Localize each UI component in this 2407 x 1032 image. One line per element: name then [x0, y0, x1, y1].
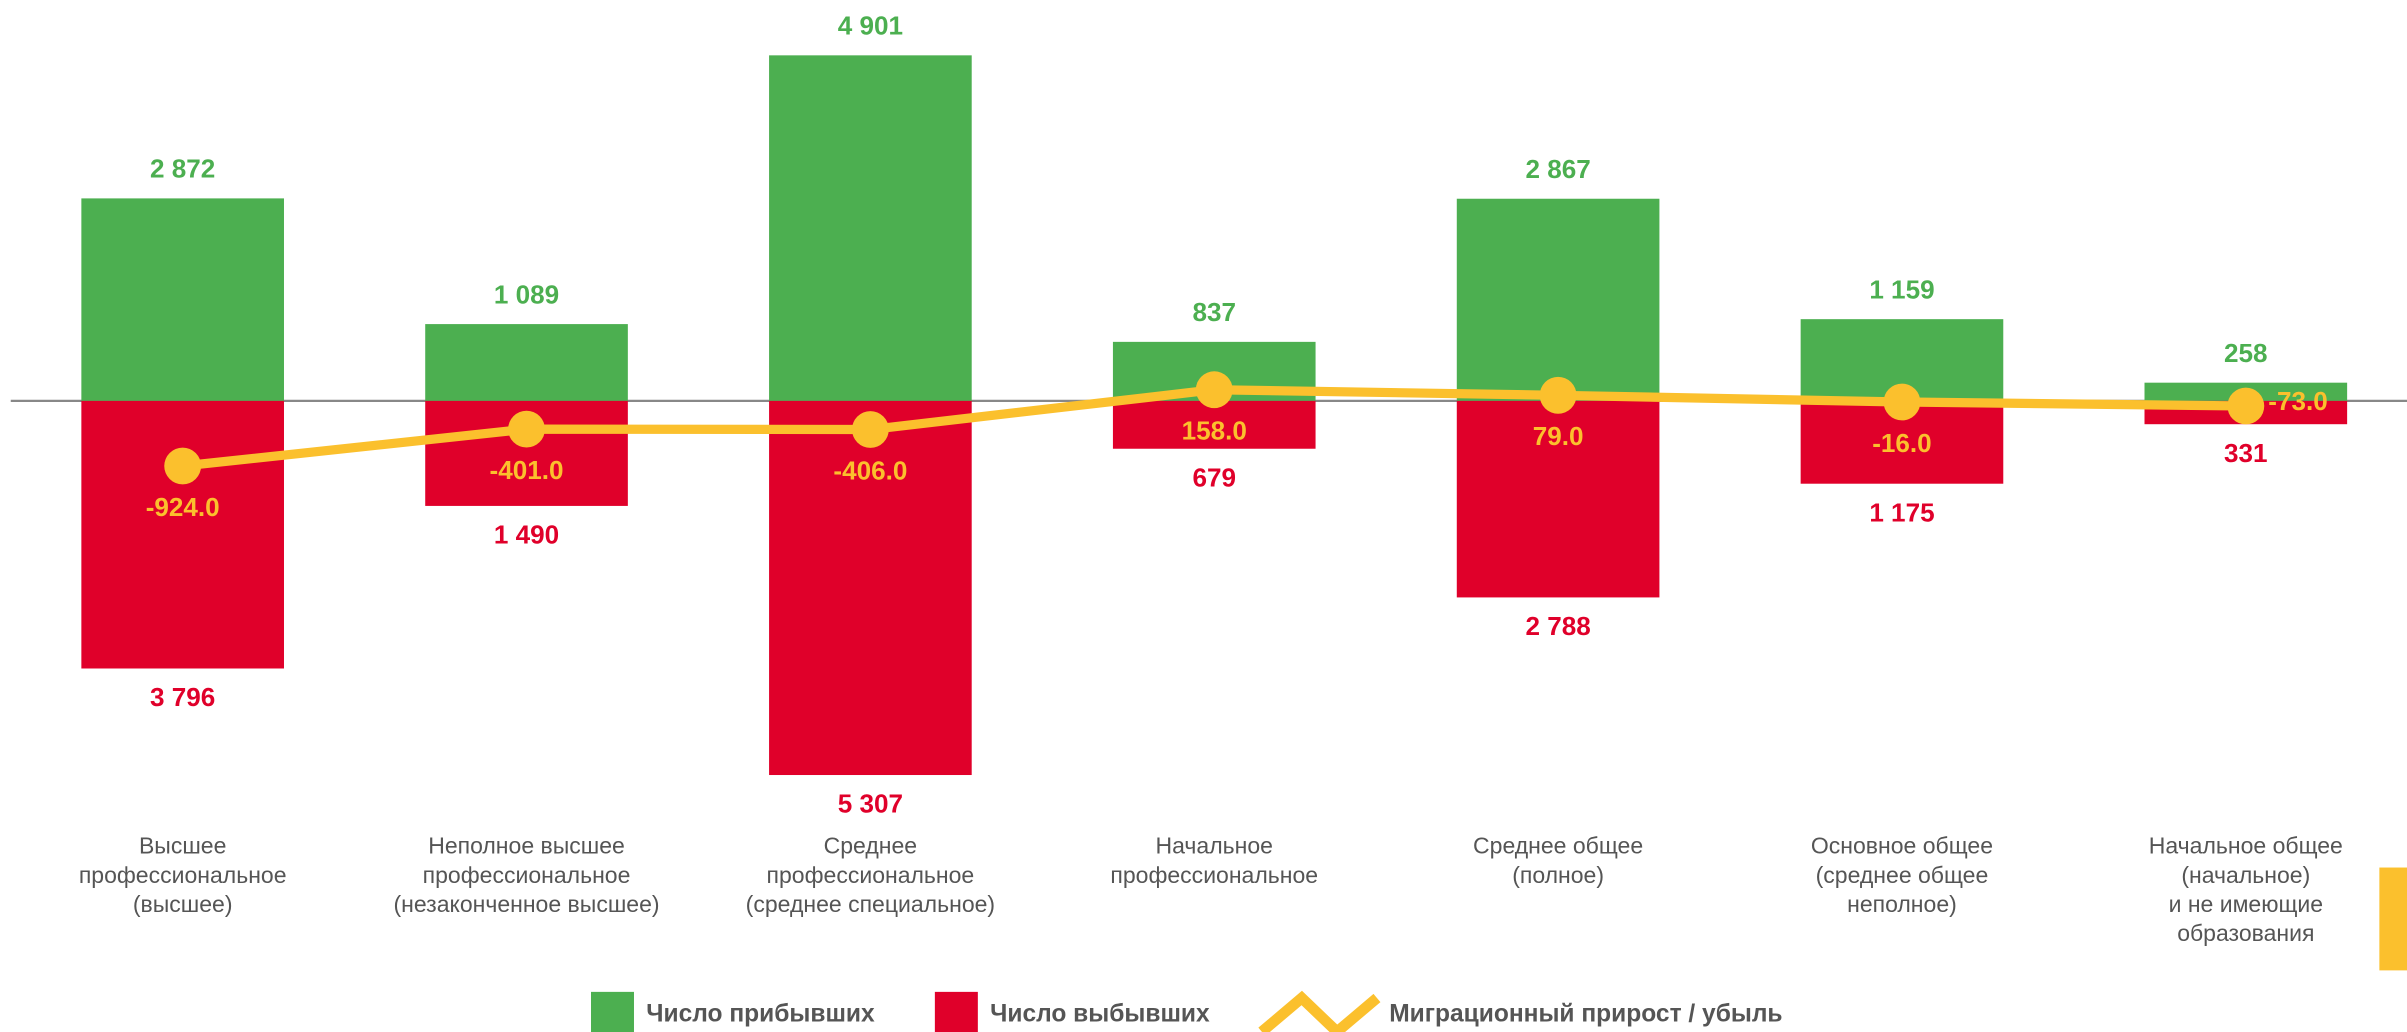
value-label: 4 901	[838, 11, 903, 41]
x-tick-label: Среднее общее	[1473, 833, 1643, 859]
value-label: -16.0	[1872, 428, 1931, 458]
decoration	[2379, 867, 2407, 971]
x-tick-label: Среднее	[824, 833, 917, 859]
value-label: 1 490	[494, 520, 559, 550]
x-tick-label: Неполное высшее	[428, 833, 625, 859]
x-tick-label: профессиональное	[423, 862, 631, 888]
value-label: 1 089	[494, 279, 559, 309]
value-label: 2 867	[1525, 154, 1590, 184]
value-label: 79.0	[1533, 421, 1584, 451]
bar	[769, 55, 972, 401]
bar	[769, 400, 972, 776]
x-tick-label: профессиональное	[1110, 862, 1318, 888]
line-point	[1883, 383, 1921, 421]
value-label: 2 788	[1525, 611, 1590, 641]
x-tick-label: неполное)	[1847, 891, 1957, 917]
x-tick-label: (незаконченное высшее)	[393, 891, 659, 917]
line-point	[164, 447, 202, 485]
value-label: -406.0	[833, 455, 907, 485]
value-label: 5 307	[838, 789, 903, 819]
line-point	[851, 411, 889, 448]
bar	[1112, 400, 1316, 449]
value-label: 158.0	[1182, 416, 1247, 446]
x-tick-label: профессиональное	[79, 862, 287, 888]
x-tick-label: Высшее	[139, 833, 226, 859]
legend-swatch	[1258, 990, 1381, 1032]
value-label: 258	[2224, 338, 2268, 368]
bar	[81, 400, 284, 669]
value-label: 679	[1192, 462, 1236, 492]
bar	[425, 324, 628, 401]
x-tick-label: (высшее)	[133, 891, 233, 917]
value-label: 2 872	[150, 154, 215, 184]
bar	[81, 198, 284, 401]
bar	[1456, 400, 1660, 598]
x-tick-label: Основное общее	[1811, 833, 1993, 859]
value-label: -401.0	[490, 455, 564, 485]
line-point	[1195, 371, 1233, 409]
legend-label: Число прибывших	[646, 1000, 875, 1027]
value-label: 3 796	[150, 682, 215, 712]
x-tick-label: (полное)	[1512, 862, 1604, 888]
value-label: 331	[2224, 438, 2268, 468]
x-tick-label: профессиональное	[767, 862, 975, 888]
legend-label: Число выбывших	[990, 1000, 1210, 1027]
value-label: -924.0	[146, 492, 220, 522]
value-label: 1 175	[1869, 497, 1934, 527]
line-point	[2227, 387, 2265, 425]
value-label: 1 159	[1869, 274, 1934, 304]
x-tick-label: (среднее общее	[1816, 862, 1989, 888]
legend-swatch	[591, 991, 634, 1032]
x-tick-label: (среднее специальное)	[746, 891, 995, 917]
x-tick-label: Начальное	[1156, 833, 1273, 859]
x-tick-label: (начальное)	[2181, 862, 2310, 888]
x-tick-label: Начальное общее	[2149, 833, 2343, 859]
value-label: -73.0	[2268, 386, 2327, 416]
legend-label: Миграционный прирост / убыль	[1389, 1000, 1782, 1027]
line-point	[1539, 376, 1577, 414]
x-tick-label: и не имеющие	[2169, 891, 2324, 917]
bar	[1456, 198, 1660, 401]
x-tick-label: образования	[2177, 920, 2314, 946]
legend-swatch	[934, 991, 978, 1032]
value-label: 837	[1192, 297, 1236, 327]
line-point	[508, 410, 545, 448]
